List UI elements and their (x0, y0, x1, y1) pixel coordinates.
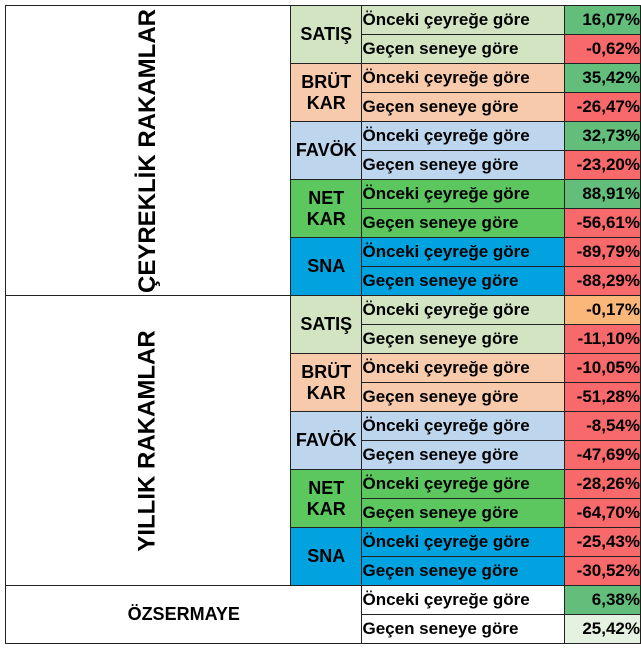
percent-value: -26,47% (564, 92, 641, 122)
table-row: NET KAR Önceki çeyreğe göre -28,26% (6, 469, 641, 528)
section-label-text: YILLIK RAKAMLAR (134, 329, 161, 552)
section-label-ceyreklik-rakamlar: ÇEYREKLİK RAKAMLAR (5, 5, 291, 296)
metric-sna: SNA (289, 527, 363, 586)
comparison-label: Önceki çeyreğe göre (361, 585, 566, 615)
percent-value: -8,54% (564, 411, 641, 441)
comparison-label: Geçen seneye göre (361, 614, 566, 644)
percent-value: -0,62% (564, 34, 641, 64)
comparison-label: Geçen seneye göre (361, 324, 566, 354)
comparison-label: Geçen seneye göre (361, 440, 566, 470)
metric-satis: SATIŞ (289, 5, 363, 64)
comparison-label: Geçen seneye göre (361, 34, 566, 64)
metric-satis: SATIŞ (289, 295, 363, 354)
table-row: Geçen seneye göre -23,20% (6, 150, 641, 180)
metric-sna: SNA (289, 237, 363, 296)
table-row: BRÜT KAR Önceki çeyreğe göre -10,05% (6, 353, 641, 412)
table-row: Geçen seneye göre -0,62% (6, 34, 641, 64)
percent-value: 25,42% (564, 614, 641, 644)
percent-value: 88,91% (564, 179, 641, 209)
comparison-label: Geçen seneye göre (361, 498, 566, 528)
comparison-label: Geçen seneye göre (361, 208, 566, 238)
metric-brut-kar: BRÜT KAR (289, 63, 363, 122)
table-row: Geçen seneye göre -30,52% (6, 556, 641, 586)
percent-value: -11,10% (564, 324, 641, 354)
percent-value: -10,05% (564, 353, 641, 383)
comparison-label: Önceki çeyreğe göre (361, 179, 566, 209)
comparison-label: Önceki çeyreğe göre (361, 353, 566, 383)
percent-value: -30,52% (564, 556, 641, 586)
percent-value: 32,73% (564, 121, 641, 151)
comparison-label: Geçen seneye göre (361, 266, 566, 296)
comparison-label: Önceki çeyreğe göre (361, 63, 566, 93)
table-row: YILLIK RAKAMLAR SATIŞ Önceki çeyreğe göre -… (5, 295, 641, 586)
comparison-label: Önceki çeyreğe göre (361, 295, 566, 325)
table-row: FAVÖK Önceki çeyreğe göre 32,73% (6, 121, 641, 180)
percent-value: -56,61% (564, 208, 641, 238)
table-row: Geçen seneye göre -47,69% (6, 440, 641, 470)
percent-value: 16,07% (564, 5, 641, 35)
percent-value: -0,17% (564, 295, 641, 325)
table-row: FAVÖK Önceki çeyreğe göre -8,54% (6, 411, 641, 470)
table-row: Geçen seneye göre 25,42% (6, 614, 641, 644)
financial-summary-table: ÇEYREKLİK RAKAMLAR SATIŞ Önceki çeyreğe gö… (4, 5, 641, 644)
metric-net-kar: NET KAR (289, 469, 363, 528)
metric-brut-kar: BRÜT KAR (289, 353, 363, 412)
comparison-label: Önceki çeyreğe göre (361, 5, 566, 35)
comparison-label: Geçen seneye göre (361, 556, 566, 586)
table-row: Geçen seneye göre -88,29% (6, 266, 641, 296)
percent-value: -89,79% (564, 237, 641, 267)
percent-value: 35,42% (564, 63, 641, 93)
comparison-label: Önceki çeyreğe göre (361, 527, 566, 557)
comparison-label: Önceki çeyreğe göre (361, 121, 566, 151)
table-body: ÇEYREKLİK RAKAMLAR SATIŞ Önceki çeyreğe gö… (4, 5, 641, 644)
table-row: NET KAR Önceki çeyreğe göre 88,91% (6, 179, 641, 238)
percent-value: -51,28% (564, 382, 641, 412)
percent-value: -25,43% (564, 527, 641, 557)
comparison-label: Geçen seneye göre (361, 382, 566, 412)
table-row: SNA Önceki çeyreğe göre -25,43% (6, 527, 641, 586)
table-row: ÖZSERMAYE Önceki çeyreğe göre 6,38% (4, 585, 641, 644)
table-row: Geçen seneye göre -51,28% (6, 382, 641, 412)
section-label-text: ÇEYREKLİK RAKAMLAR (134, 8, 161, 293)
comparison-label: Önceki çeyreğe göre (361, 469, 566, 499)
comparison-label: Önceki çeyreğe göre (361, 237, 566, 267)
ozsermaye-label: ÖZSERMAYE (4, 585, 363, 644)
table-row: ÇEYREKLİK RAKAMLAR SATIŞ Önceki çeyreğe gö… (5, 5, 641, 296)
metric-favok: FAVÖK (289, 411, 363, 470)
comparison-label: Geçen seneye göre (361, 92, 566, 122)
metric-net-kar: NET KAR (289, 179, 363, 238)
table-row: BRÜT KAR Önceki çeyreğe göre 35,42% (6, 63, 641, 122)
percent-value: -28,26% (564, 469, 641, 499)
percent-value: -47,69% (564, 440, 641, 470)
comparison-label: Önceki çeyreğe göre (361, 411, 566, 441)
percent-value: -23,20% (564, 150, 641, 180)
percent-value: -64,70% (564, 498, 641, 528)
percent-value: -88,29% (564, 266, 641, 296)
metric-favok: FAVÖK (289, 121, 363, 180)
section-label-yillik-rakamlar: YILLIK RAKAMLAR (5, 295, 291, 586)
comparison-label: Geçen seneye göre (361, 150, 566, 180)
percent-value: 6,38% (564, 585, 641, 615)
